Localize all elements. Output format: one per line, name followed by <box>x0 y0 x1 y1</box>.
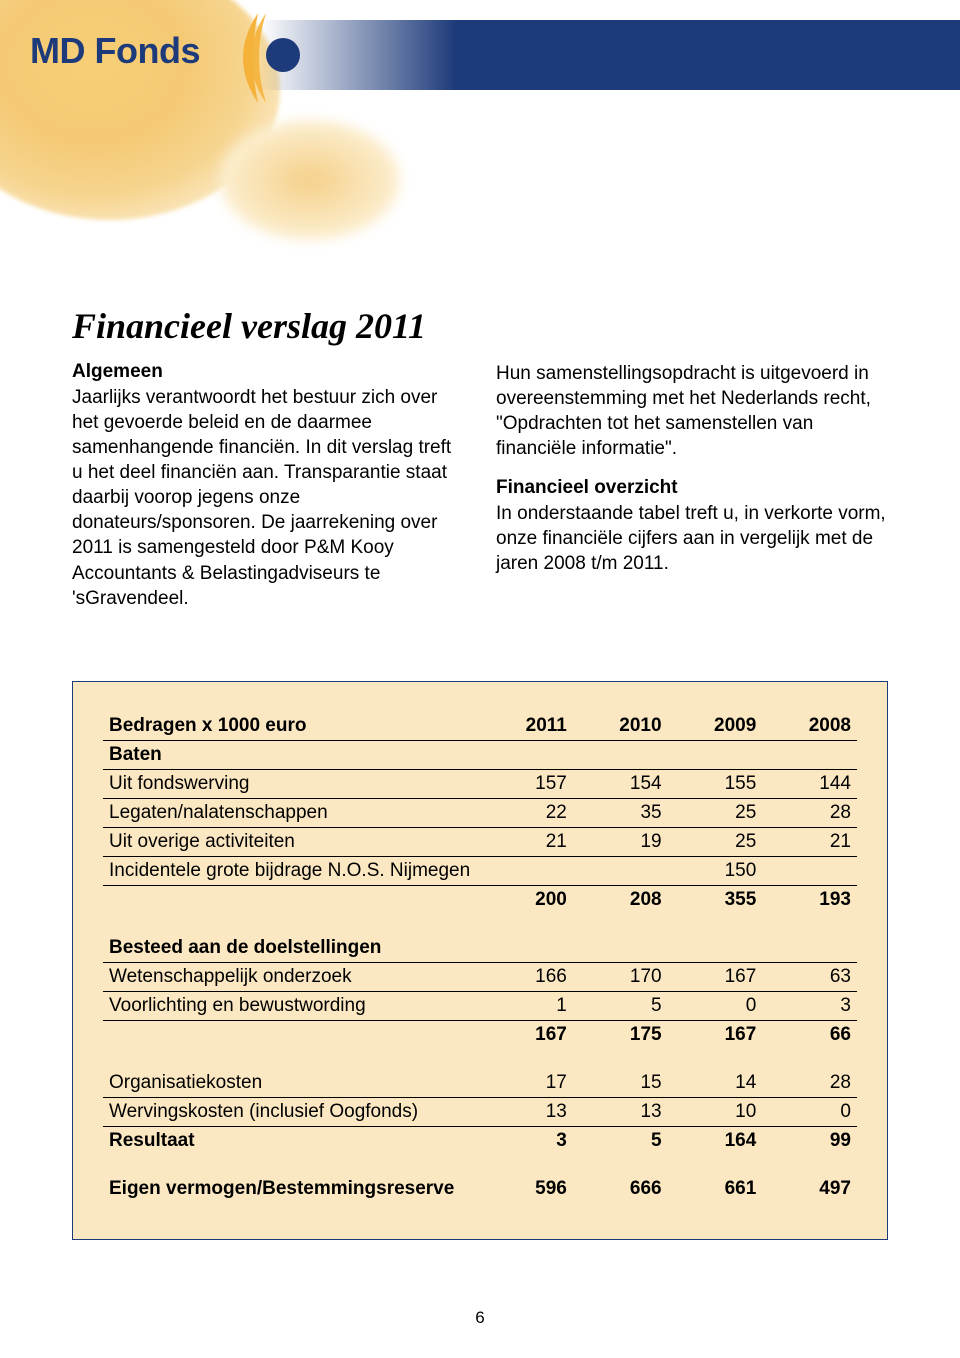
right-p2: In onderstaande tabel treft u, in verkor… <box>496 501 888 576</box>
text-columns: Algemeen Jaarlijks verantwoordt het best… <box>72 361 888 611</box>
right-heading: Financieel overzicht <box>496 477 888 499</box>
table-subtotal-row: 167 175 167 66 <box>103 1020 857 1049</box>
header-year: 2009 <box>668 712 763 741</box>
header-band: MD Fonds <box>0 0 960 210</box>
page-content: Financieel verslag 2011 Algemeen Jaarlij… <box>72 305 888 1240</box>
table-section-row: Baten <box>103 740 857 769</box>
header-blue-band <box>260 20 960 90</box>
table-row: Wetenschappelijk onderzoek 166 170 167 6… <box>103 962 857 991</box>
table-subtotal-row: 200 208 355 193 <box>103 885 857 914</box>
table-row: Wervingskosten (inclusief Oogfonds) 13 1… <box>103 1097 857 1126</box>
right-p1: Hun samenstellingsopdracht is uitgevoerd… <box>496 361 888 461</box>
dot-icon <box>266 38 300 72</box>
brand-logo: MD Fonds <box>30 30 200 72</box>
right-column: Hun samenstellingsopdracht is uitgevoerd… <box>496 361 888 611</box>
left-body: Jaarlijks verantwoordt het bestuur zich … <box>72 385 464 611</box>
table-result-row: Resultaat 3 5 164 99 <box>103 1126 857 1155</box>
financial-table: Bedragen x 1000 euro 2011 2010 2009 2008… <box>103 712 857 1203</box>
left-column: Algemeen Jaarlijks verantwoordt het best… <box>72 361 464 611</box>
table-header-row: Bedragen x 1000 euro 2011 2010 2009 2008 <box>103 712 857 741</box>
table-row: Uit overige activiteiten 21 19 25 21 <box>103 827 857 856</box>
header-label: Bedragen x 1000 euro <box>103 712 480 741</box>
decorative-blob-2 <box>220 120 400 240</box>
table-row: Legaten/nalatenschappen 22 35 25 28 <box>103 798 857 827</box>
header-year: 2011 <box>480 712 573 741</box>
table-row: Organisatiekosten 17 15 14 28 <box>103 1069 857 1098</box>
section-label: Baten <box>103 740 480 769</box>
header-year: 2010 <box>573 712 668 741</box>
header-year: 2008 <box>762 712 857 741</box>
table-row: Incidentele grote bijdrage N.O.S. Nijmeg… <box>103 856 857 885</box>
table-row: Uit fondswerving 157 154 155 144 <box>103 769 857 798</box>
page-title: Financieel verslag 2011 <box>72 305 888 347</box>
table-section-row: Besteed aan de doelstellingen <box>103 934 857 963</box>
financial-table-container: Bedragen x 1000 euro 2011 2010 2009 2008… <box>72 681 888 1240</box>
page-number: 6 <box>0 1308 960 1328</box>
table-row: Voorlichting en bewustwording 1 5 0 3 <box>103 991 857 1020</box>
table-equity-row: Eigen vermogen/Bestemmingsreserve 596 66… <box>103 1175 857 1203</box>
left-heading: Algemeen <box>72 361 464 383</box>
